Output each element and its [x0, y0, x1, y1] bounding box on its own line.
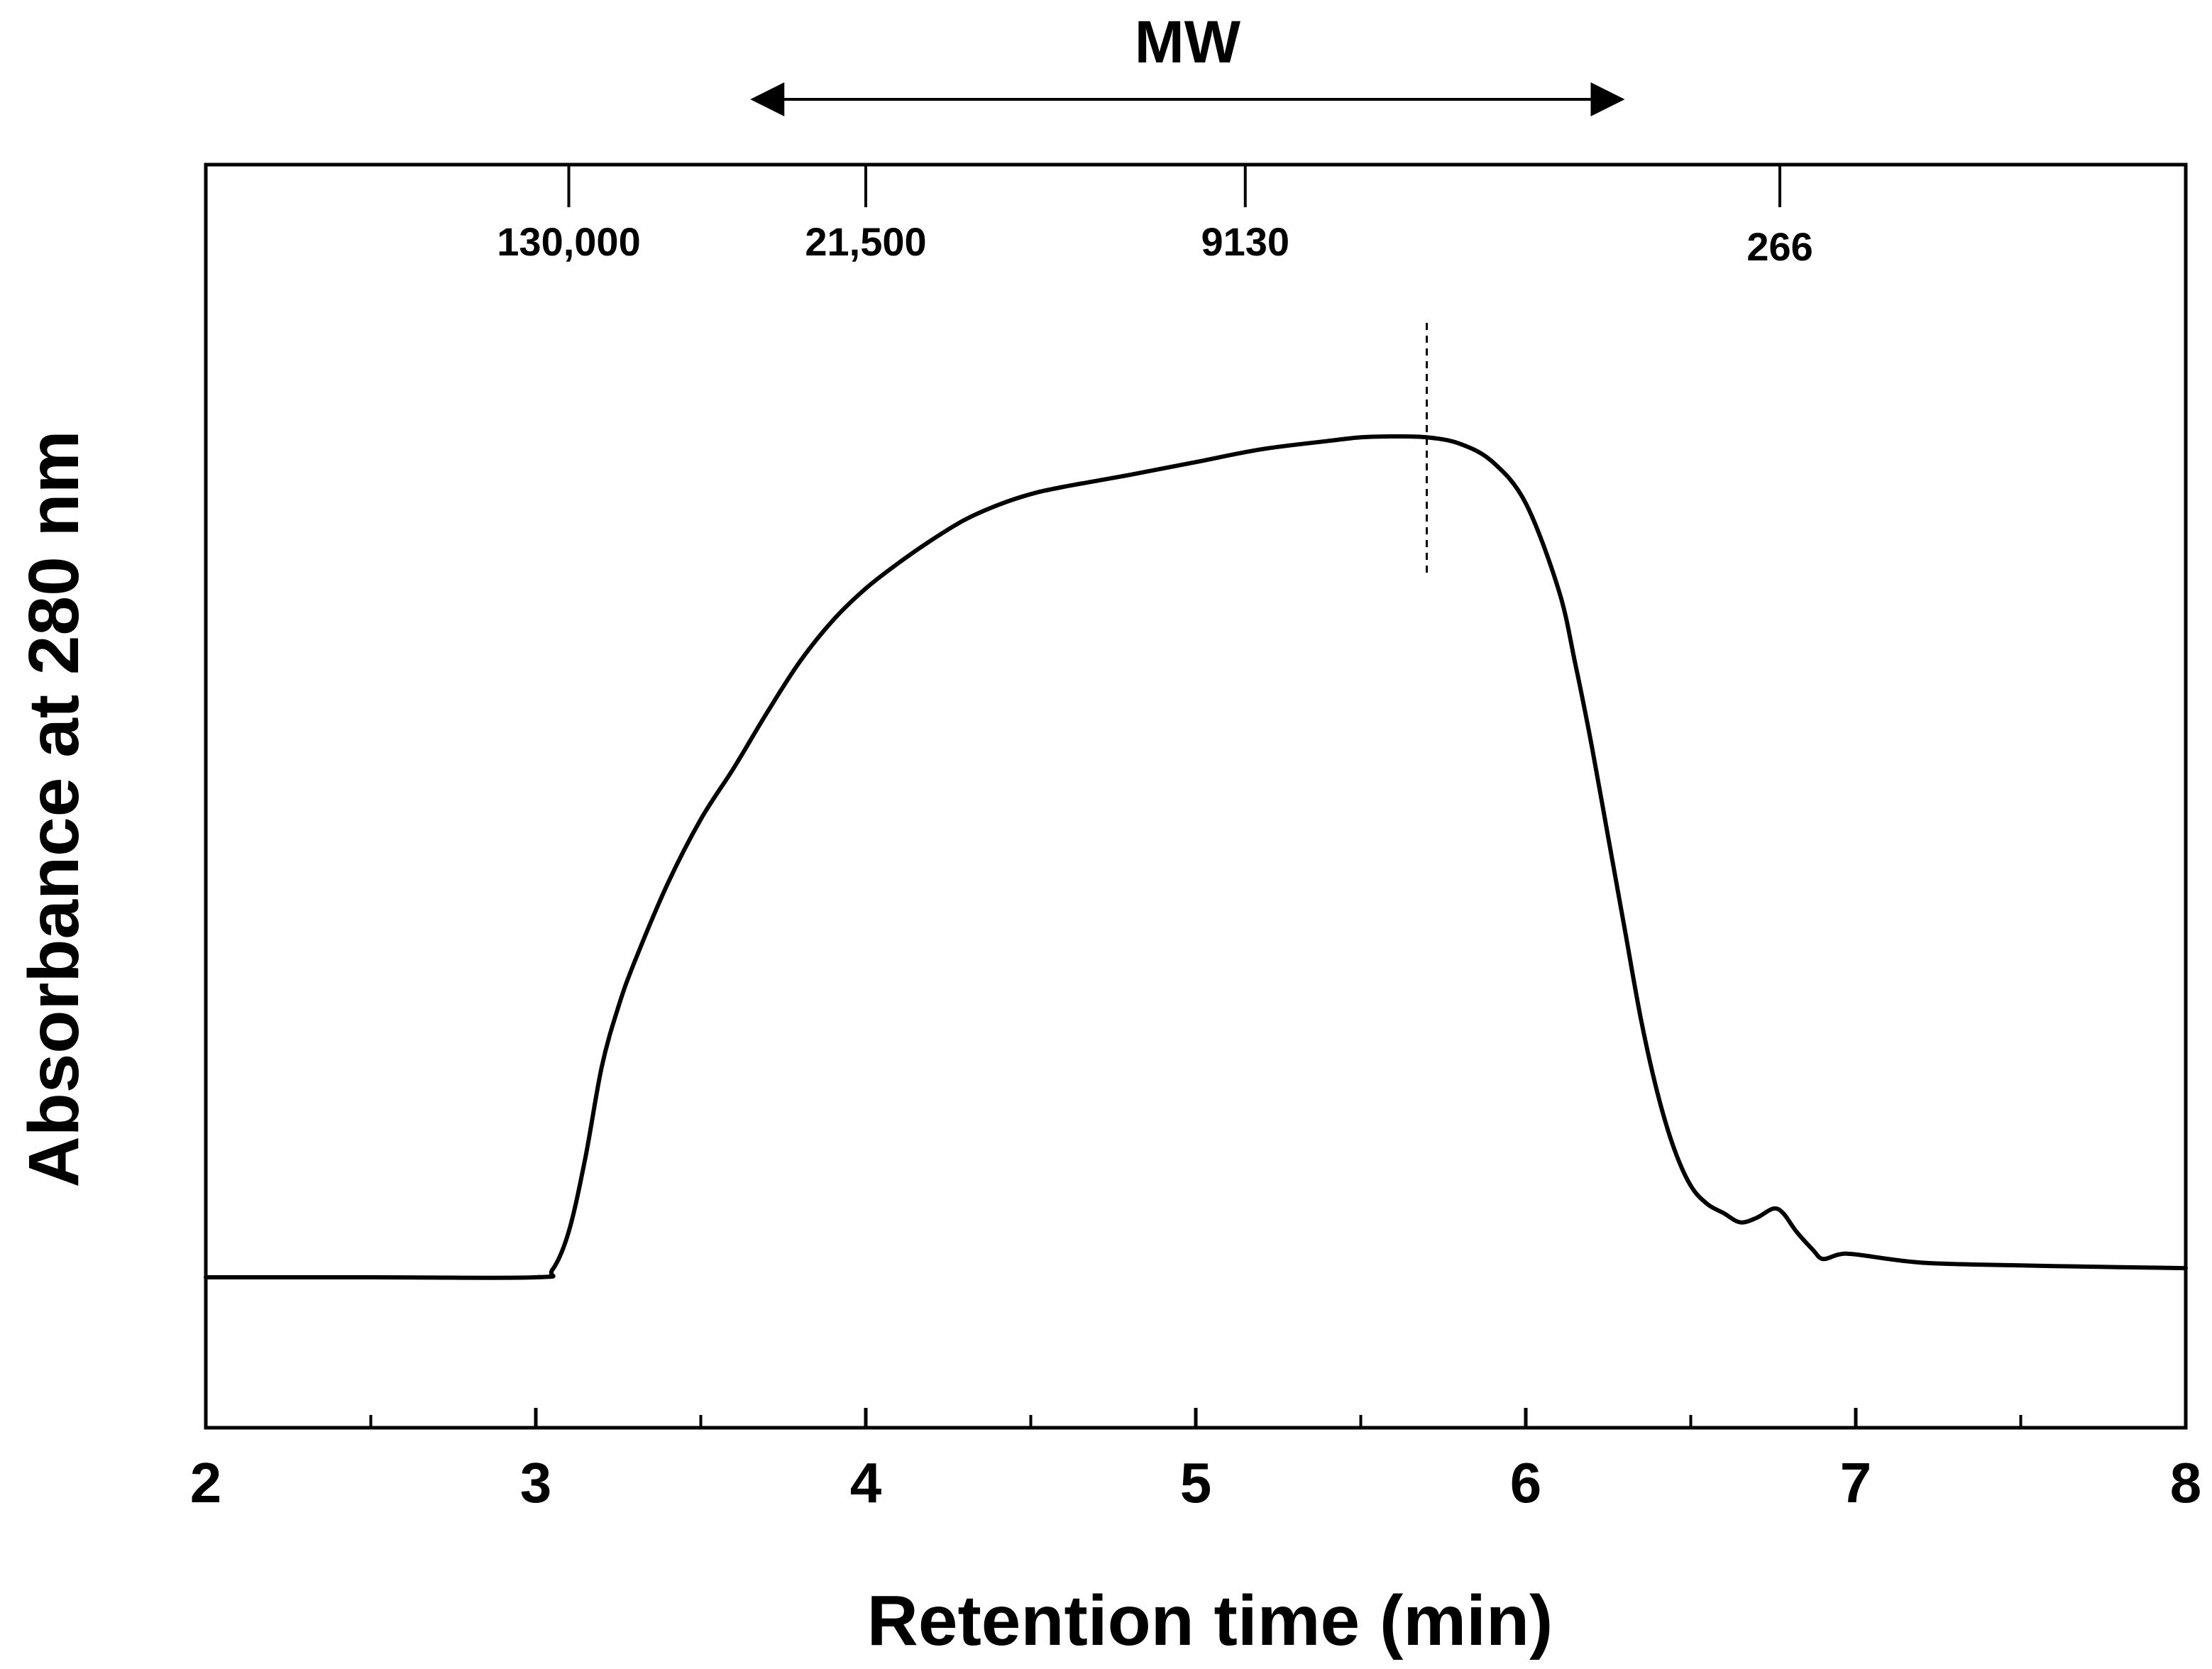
x-tick-label: 8 [2170, 1451, 2202, 1514]
series-line-absorbance [204, 434, 2188, 1280]
mw-marker-label: 266 [1746, 224, 1812, 269]
mw-arrow-left-head [750, 82, 785, 116]
x-tick-label: 2 [190, 1451, 222, 1514]
plot-frame [204, 163, 2188, 1430]
mw-arrow-right-head [1590, 82, 1625, 116]
x-tick-label: 4 [850, 1451, 882, 1514]
x-axis-title: Retention time (min) [867, 1581, 1553, 1660]
x-tick-label: 6 [1510, 1451, 1542, 1514]
mw-marker-label: 21,500 [805, 219, 926, 264]
mw-title: MW [1135, 9, 1241, 75]
mw-marker-label: 9130 [1201, 219, 1289, 264]
mw-marker-label: 130,000 [497, 219, 640, 264]
x-tick-label: 7 [1840, 1451, 1872, 1514]
x-tick-label: 3 [520, 1451, 552, 1514]
x-tick-label: 5 [1180, 1451, 1212, 1514]
y-axis-title: Absorbance at 280 nm [14, 430, 94, 1187]
